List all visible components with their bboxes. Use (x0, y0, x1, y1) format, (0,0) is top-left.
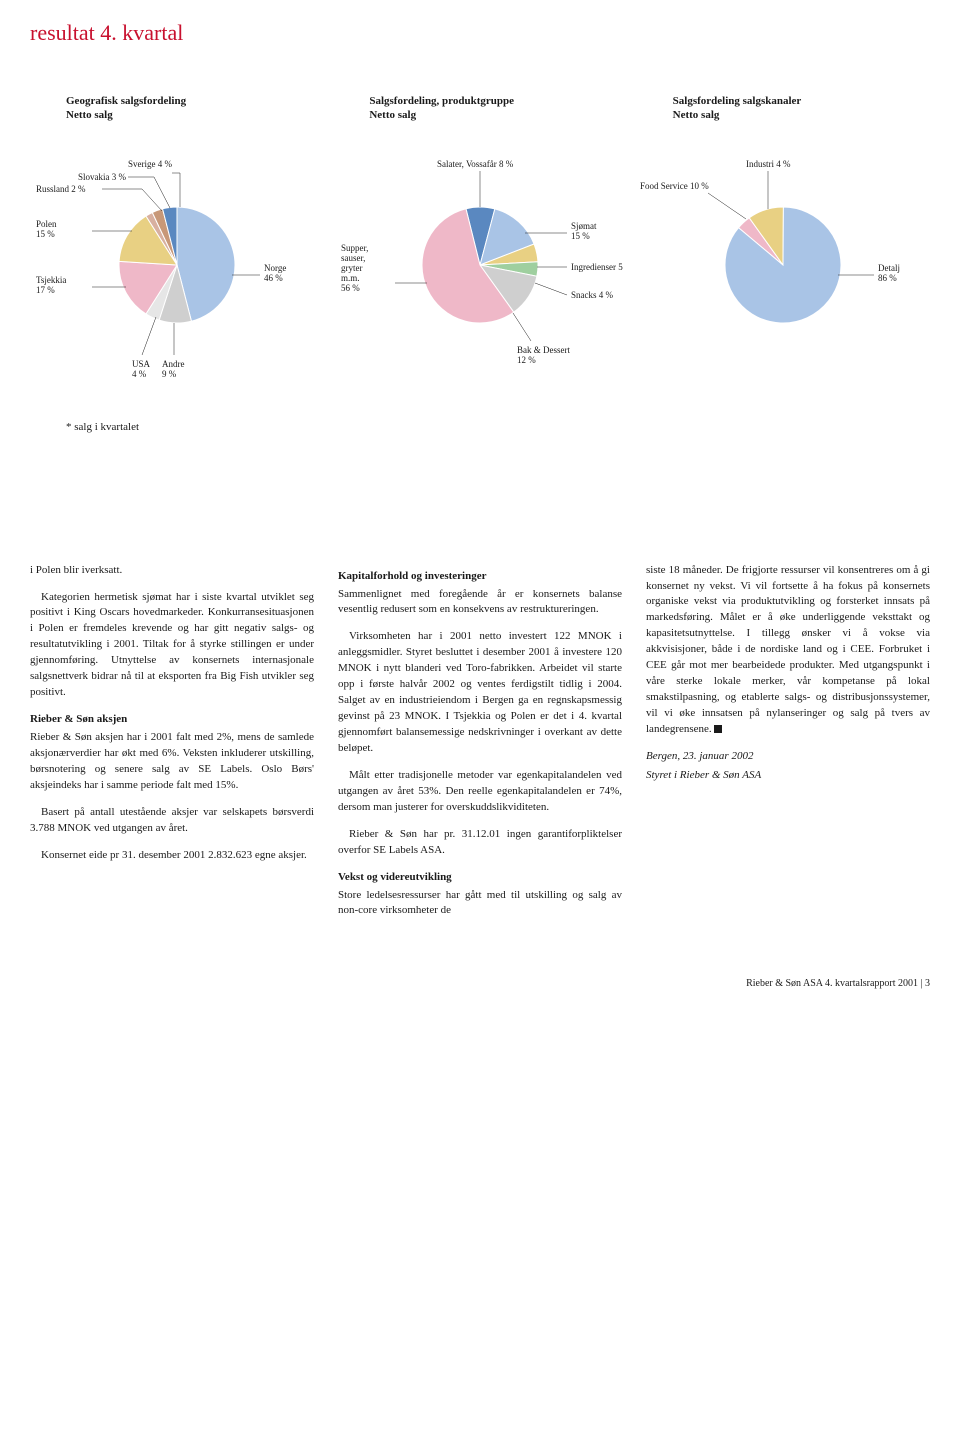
svg-text:56 %: 56 % (341, 283, 360, 293)
col2: Kapitalforhold og investeringer Sammenli… (338, 563, 622, 931)
body-columns: i Polen blir iverksatt. Kategorien herme… (30, 563, 930, 931)
svg-text:Norge: Norge (264, 263, 286, 273)
col2-p1: Sammenlignet med foregående år er konser… (338, 587, 622, 619)
col3-p1: siste 18 måneder. De frigjorte ressurser… (646, 563, 930, 738)
svg-text:15 %: 15 % (36, 229, 55, 239)
chart1-title: Geografisk salgsfordelingNetto salg (30, 94, 323, 123)
svg-text:15 %: 15 % (571, 231, 590, 241)
svg-text:gryter: gryter (341, 263, 363, 273)
svg-text:Industri 4 %: Industri 4 % (746, 159, 791, 169)
chart1-svg: Sverige 4 %Slovakia 3 % Russland 2 % Polen… (32, 155, 322, 385)
svg-text:Supper,: Supper, (341, 243, 368, 253)
col1-p2: Kategorien hermetisk sjømat har i siste … (30, 590, 314, 702)
col3: siste 18 måneder. De frigjorte ressurser… (646, 563, 930, 931)
page-title: resultat 4. kvartal (30, 20, 930, 46)
col1-p5: Konsernet eide pr 31. desember 2001 2.83… (30, 848, 314, 864)
col2-p2: Virksomheten har i 2001 netto investert … (338, 629, 622, 757)
charts-row: Geografisk salgsfordelingNetto salg Sver… (30, 94, 930, 385)
chart3-svg: Industri 4 % Food Service 10 % Detalj86 % (638, 155, 928, 385)
chart-geographic: Geografisk salgsfordelingNetto salg Sver… (30, 94, 323, 385)
svg-text:m.m.: m.m. (341, 273, 360, 283)
svg-text:46 %: 46 % (264, 273, 283, 283)
chart2-title: Salgsfordeling, produktgruppeNetto salg (333, 94, 626, 123)
svg-text:4 %: 4 % (132, 369, 147, 379)
col1-p4: Basert på antall utestående aksjer var s… (30, 805, 314, 837)
svg-text:Sjømat: Sjømat (571, 221, 597, 231)
svg-text:9 %: 9 % (162, 369, 177, 379)
svg-text:86 %: 86 % (878, 273, 897, 283)
col2-p3: Målt etter tradisjonelle metoder var ege… (338, 768, 622, 816)
chart-product: Salgsfordeling, produktgruppeNetto salg … (333, 94, 626, 385)
svg-text:Salater, Vossafår 8 %: Salater, Vossafår 8 % (437, 159, 514, 169)
col1-p3: Rieber & Søn aksjen har i 2001 falt med … (30, 730, 314, 794)
footnote: * salg i kvartalet (30, 421, 930, 433)
svg-text:12 %: 12 % (517, 355, 536, 365)
chart2-svg: Salater, Vossafår 8 % Sjømat15 % Ingredien… (335, 155, 625, 385)
svg-text:Sverige 4 %: Sverige 4 % (128, 159, 172, 169)
svg-text:Snacks 4 %: Snacks 4 % (571, 290, 613, 300)
end-mark-icon (714, 725, 722, 733)
signature-name: Styret i Rieber & Søn ASA (646, 768, 930, 784)
col1-p1: i Polen blir iverksatt. (30, 563, 314, 579)
col2-p4: Rieber & Søn har pr. 31.12.01 ingen gara… (338, 827, 622, 859)
col1-h1: Rieber & Søn aksjen (30, 712, 314, 728)
col2-p5: Store ledelsesressurser har gått med til… (338, 888, 622, 920)
page-footer: Rieber & Søn ASA 4. kvartalsrapport 2001… (30, 978, 930, 989)
svg-text:sauser,: sauser, (341, 253, 365, 263)
col2-h2: Vekst og videreutvikling (338, 870, 622, 886)
svg-text:Food Service 10 %: Food Service 10 % (640, 181, 709, 191)
svg-text:Detalj: Detalj (878, 263, 900, 273)
svg-text:Andre: Andre (162, 359, 185, 369)
svg-text:Bak & Dessert: Bak & Dessert (517, 345, 570, 355)
svg-text:Tsjekkia: Tsjekkia (36, 275, 66, 285)
svg-text:Polen: Polen (36, 219, 57, 229)
col2-h1: Kapitalforhold og investeringer (338, 569, 622, 585)
svg-text:Ingredienser 5 %: Ingredienser 5 % (571, 262, 625, 272)
chart3-title: Salgsfordeling salgskanalerNetto salg (637, 94, 930, 123)
svg-text:USA: USA (132, 359, 151, 369)
col1: i Polen blir iverksatt. Kategorien herme… (30, 563, 314, 931)
svg-text:Slovakia 3 %: Slovakia 3 % (78, 172, 126, 182)
chart-channel: Salgsfordeling salgskanalerNetto salg In… (637, 94, 930, 385)
svg-text:17 %: 17 % (36, 285, 55, 295)
signature-date: Bergen, 23. januar 2002 (646, 749, 930, 765)
svg-text:Russland 2 %: Russland 2 % (36, 184, 86, 194)
